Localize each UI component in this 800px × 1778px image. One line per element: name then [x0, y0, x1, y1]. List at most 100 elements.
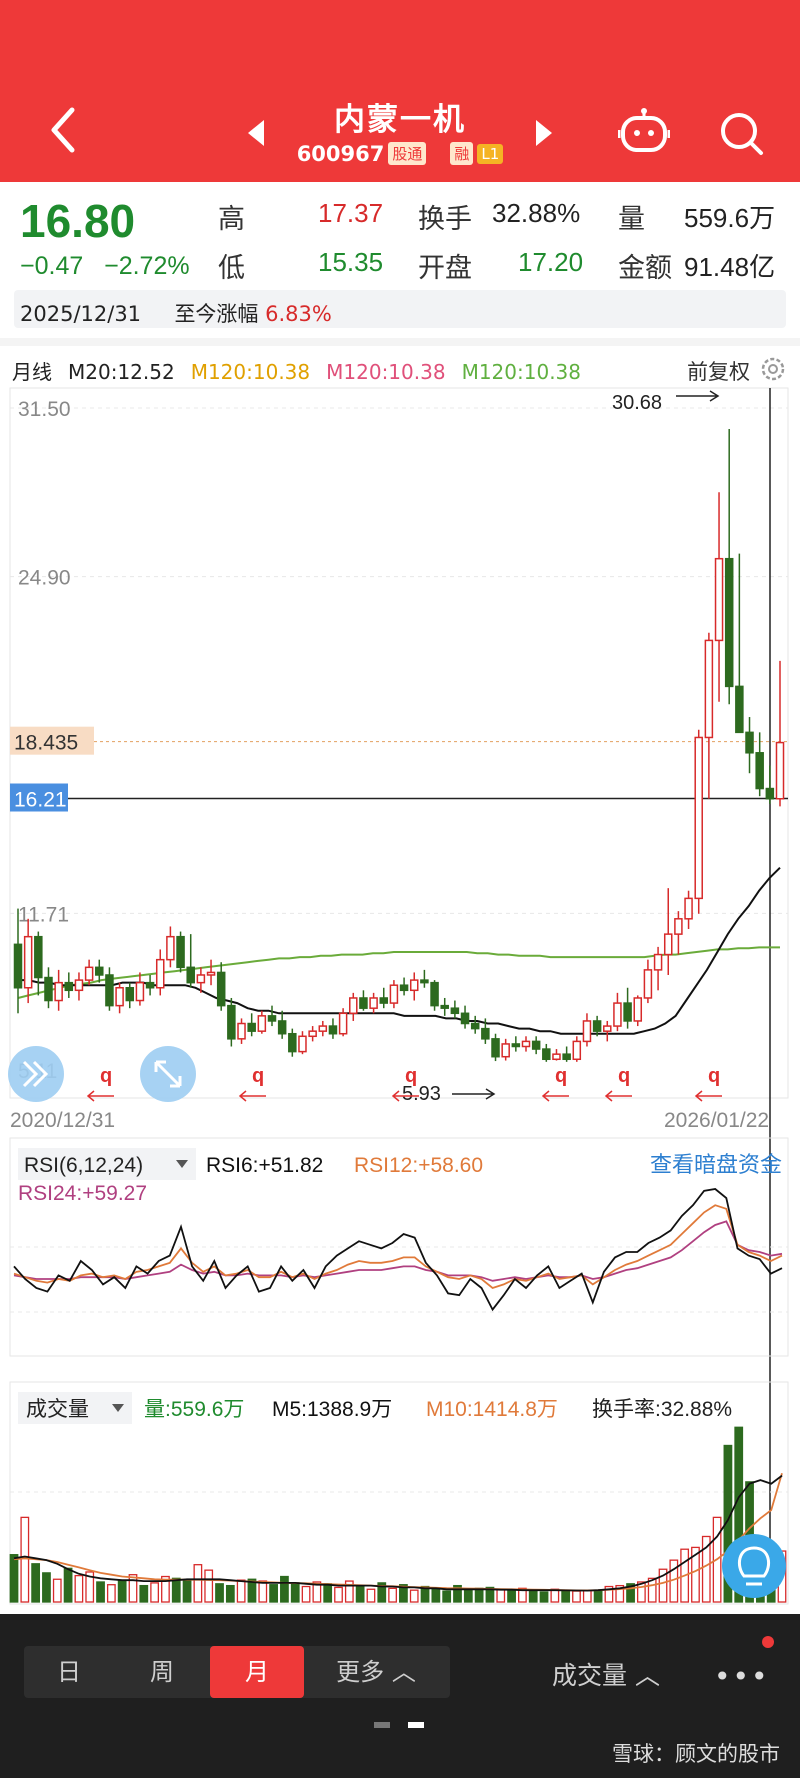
- previous-stock-icon[interactable]: [246, 118, 266, 148]
- candle-body: [775, 741, 785, 800]
- volume-bar: [85, 1571, 95, 1603]
- robot-assistant-icon[interactable]: [618, 108, 670, 154]
- volume-bar: [507, 1590, 516, 1603]
- event-marker: q: [555, 1065, 567, 1087]
- period-label[interactable]: 月线: [12, 360, 52, 384]
- chevron-up-icon: ︿: [634, 1661, 660, 1690]
- event-marker: q: [405, 1065, 417, 1087]
- crosshair-label: 16.21: [14, 789, 67, 812]
- volume-bar: [9, 1554, 19, 1603]
- candle-body: [328, 1025, 338, 1035]
- min-price-label: 5.93: [402, 1083, 441, 1105]
- fullscreen-button[interactable]: [140, 1046, 196, 1102]
- volume-bar: [204, 1569, 214, 1603]
- candle-body: [227, 1004, 236, 1040]
- candle-body: [460, 1012, 470, 1025]
- volume-bar: [96, 1581, 105, 1603]
- open-value: 17.20: [518, 247, 584, 277]
- search-icon[interactable]: [718, 110, 764, 156]
- tab-more-label: 更多: [336, 1658, 385, 1686]
- candle-body: [633, 997, 643, 1022]
- event-arrow: [694, 1090, 722, 1102]
- candle-body: [735, 685, 744, 734]
- since-value: 6.83%: [265, 302, 332, 326]
- m5-volume-line: [13, 1474, 783, 1592]
- chart-area[interactable]: 31.5024.9011.715.1118.43516.2130.685.93q…: [0, 0, 800, 1614]
- volume-bar: [344, 1580, 354, 1603]
- dashed-level-tag: [10, 726, 94, 755]
- stock-code: 600967: [296, 142, 385, 166]
- candle-body: [409, 979, 419, 992]
- tab-week[interactable]: 周: [150, 1658, 174, 1686]
- candle-body: [379, 997, 389, 1004]
- next-stock-icon[interactable]: [534, 118, 554, 148]
- volume-bar: [258, 1580, 268, 1603]
- ma20-line: [18, 866, 781, 1035]
- event-marker: q: [252, 1065, 264, 1087]
- candle-body: [257, 1015, 267, 1032]
- volume-bar: [539, 1591, 549, 1603]
- chart-settings-gear-icon[interactable]: [758, 354, 788, 384]
- volume-bar: [658, 1568, 668, 1603]
- back-arrow-icon[interactable]: [44, 104, 84, 156]
- tab-month[interactable]: 月: [210, 1646, 304, 1698]
- indicator-selector[interactable]: 成交量 ︿: [552, 1656, 660, 1692]
- tips-button[interactable]: [722, 1534, 786, 1598]
- volume-bar: [225, 1584, 235, 1603]
- m5-legend: M5:1388.9万: [272, 1398, 392, 1421]
- candle-body: [44, 976, 53, 1002]
- candle-body: [74, 979, 84, 992]
- event-marker: q: [618, 1065, 630, 1087]
- section-divider: [0, 338, 800, 346]
- candle-body: [745, 731, 754, 754]
- volume-selector-box[interactable]: [18, 1392, 132, 1424]
- collapse-sidebar-button[interactable]: [8, 1046, 64, 1102]
- volume-bar: [74, 1574, 84, 1603]
- rsi-chart: RSI(6,12,24) RSI6:+51.82 RSI12:+58.60 RSI24…: [9, 1137, 789, 1357]
- dashed-level-label: 18.435: [14, 732, 78, 755]
- low-value: 15.35: [318, 247, 384, 277]
- x-start-date: 2020/12/31: [10, 1109, 115, 1132]
- candle-body: [84, 966, 94, 981]
- tab-more[interactable]: 更多 ︿: [306, 1646, 446, 1698]
- candle-body: [95, 966, 104, 976]
- candle-body: [623, 1002, 632, 1022]
- volume-bar: [215, 1583, 224, 1603]
- price-change: −0.47 −2.72%: [20, 252, 190, 281]
- turnover-rate-legend: 换手率:32.88%: [592, 1398, 732, 1421]
- candle-body: [247, 1022, 256, 1032]
- volume-bar: [20, 1516, 30, 1603]
- y-tick-label: 11.71: [18, 903, 69, 926]
- watermark-text: 雪球：顾文的股市: [612, 1742, 780, 1766]
- candle-body: [288, 1032, 297, 1053]
- adjust-mode-selector[interactable]: 前复权: [687, 360, 750, 384]
- rsi12-legend: RSI12:+58.60: [354, 1154, 483, 1177]
- candle-body: [54, 981, 63, 1002]
- open-label: 开盘: [418, 253, 472, 284]
- volume-bar: [139, 1584, 149, 1603]
- candle-body: [389, 984, 399, 1004]
- more-menu-icon[interactable]: •••: [714, 1660, 770, 1693]
- volume-bar: [582, 1589, 592, 1603]
- candle-body: [704, 639, 714, 739]
- candle-body: [145, 981, 155, 989]
- candle-body: [206, 971, 216, 976]
- volume-bar: [442, 1590, 452, 1603]
- volume-bar: [399, 1584, 408, 1603]
- amount-value: 91.48亿: [684, 252, 776, 282]
- candle-body: [369, 997, 378, 1009]
- candle-body: [684, 897, 693, 920]
- volume-bar: [636, 1581, 646, 1603]
- volume-bar: [182, 1579, 192, 1603]
- tab-day[interactable]: 日: [57, 1658, 81, 1686]
- volume-bar: [269, 1584, 278, 1603]
- dark-pool-funds-link[interactable]: 查看暗盘资金: [650, 1152, 782, 1177]
- volume-bar: [593, 1590, 603, 1603]
- rsi-selector-box[interactable]: [18, 1148, 196, 1180]
- y-tick-label: 24.90: [18, 567, 71, 590]
- m10-legend: M10:1414.8万: [426, 1398, 558, 1421]
- volume-bar: [409, 1589, 419, 1603]
- candle-body: [298, 1035, 307, 1053]
- candle-body: [481, 1027, 490, 1040]
- candle-body: [399, 984, 409, 992]
